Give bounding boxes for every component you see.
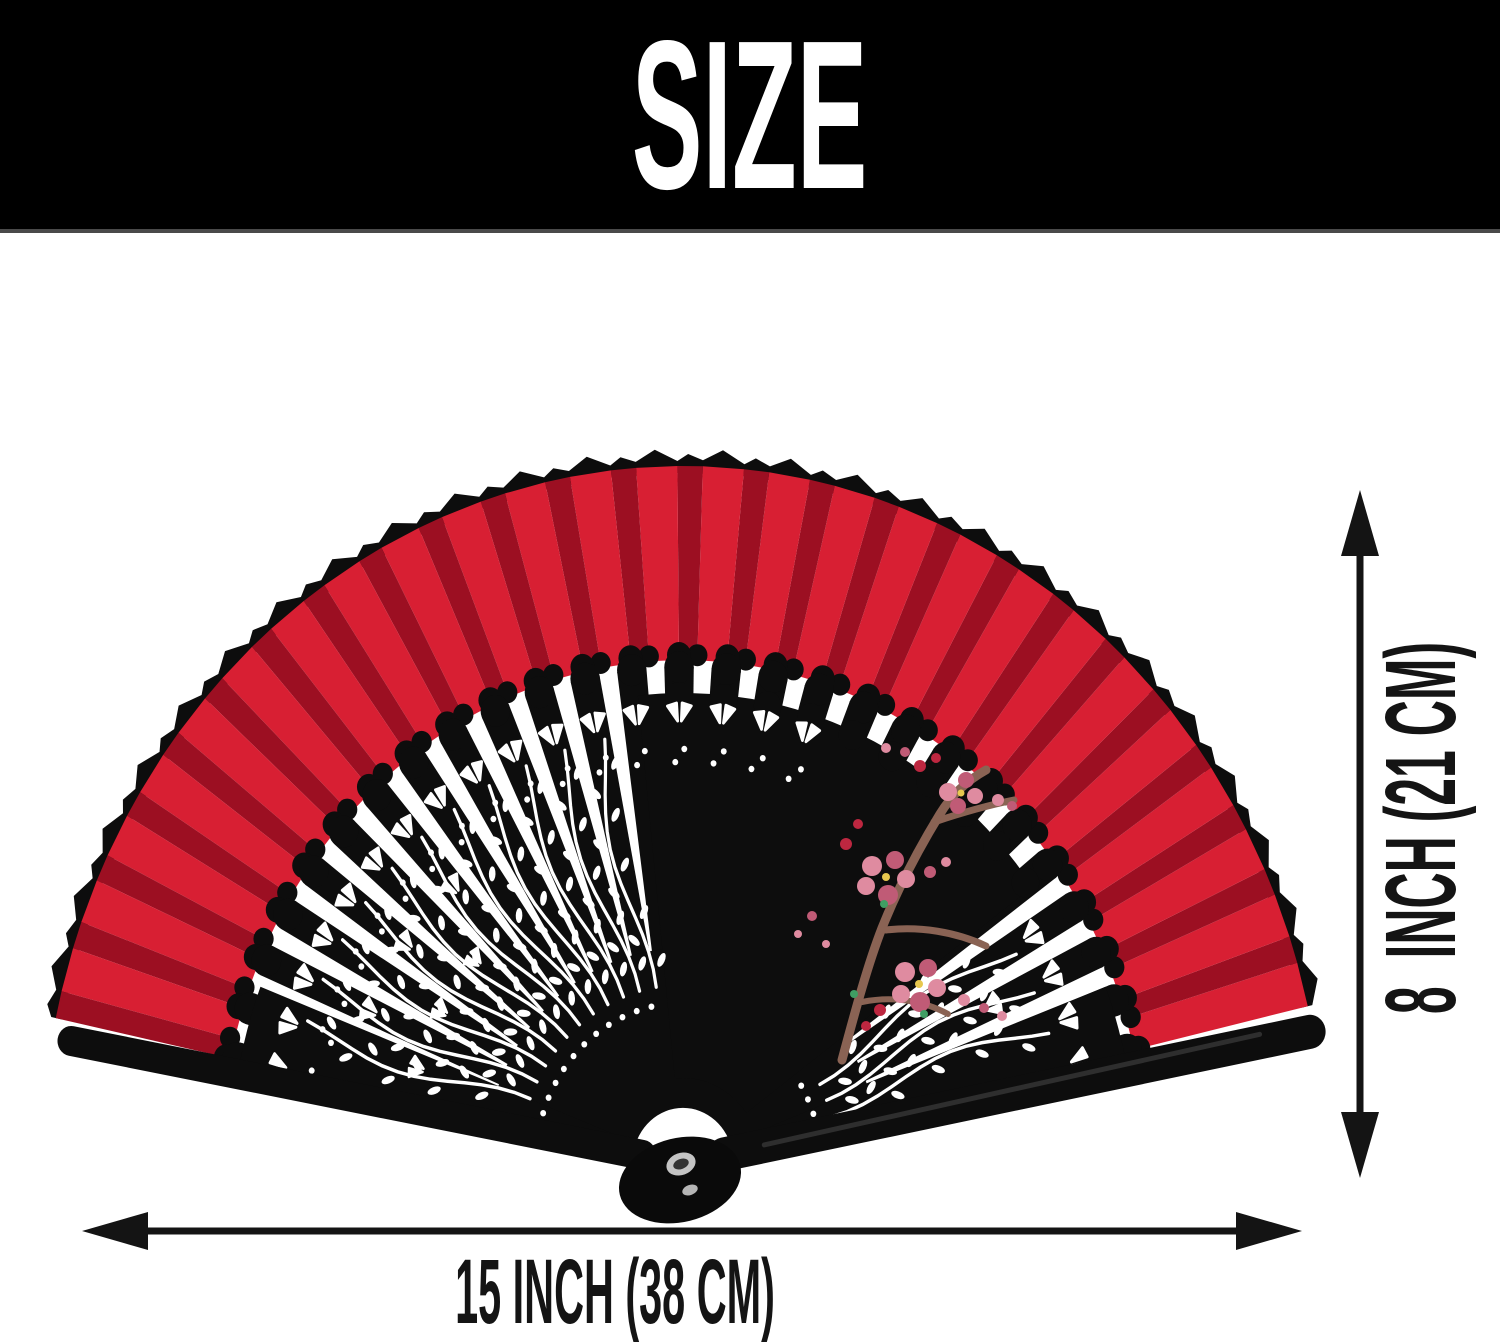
width-arrow-icon (82, 1212, 1302, 1250)
fan-body (47, 449, 1326, 1172)
plum-blossom-painting (794, 743, 1018, 1065)
page-title: SIZE (632, 0, 868, 233)
height-dimension-label: 8 INCH (21 CM) (1365, 641, 1477, 1015)
width-dimension-label: 15 INCH (38 CM) (455, 1241, 775, 1343)
rib-cutout-decorations (267, 701, 1090, 1124)
guard-sticks (57, 1014, 1326, 1172)
height-arrow-icon (1341, 490, 1379, 1178)
pleated-red-band (47, 449, 1318, 1071)
fan-pivot-knob (618, 1136, 742, 1224)
header-bar: SIZE (0, 0, 1500, 233)
